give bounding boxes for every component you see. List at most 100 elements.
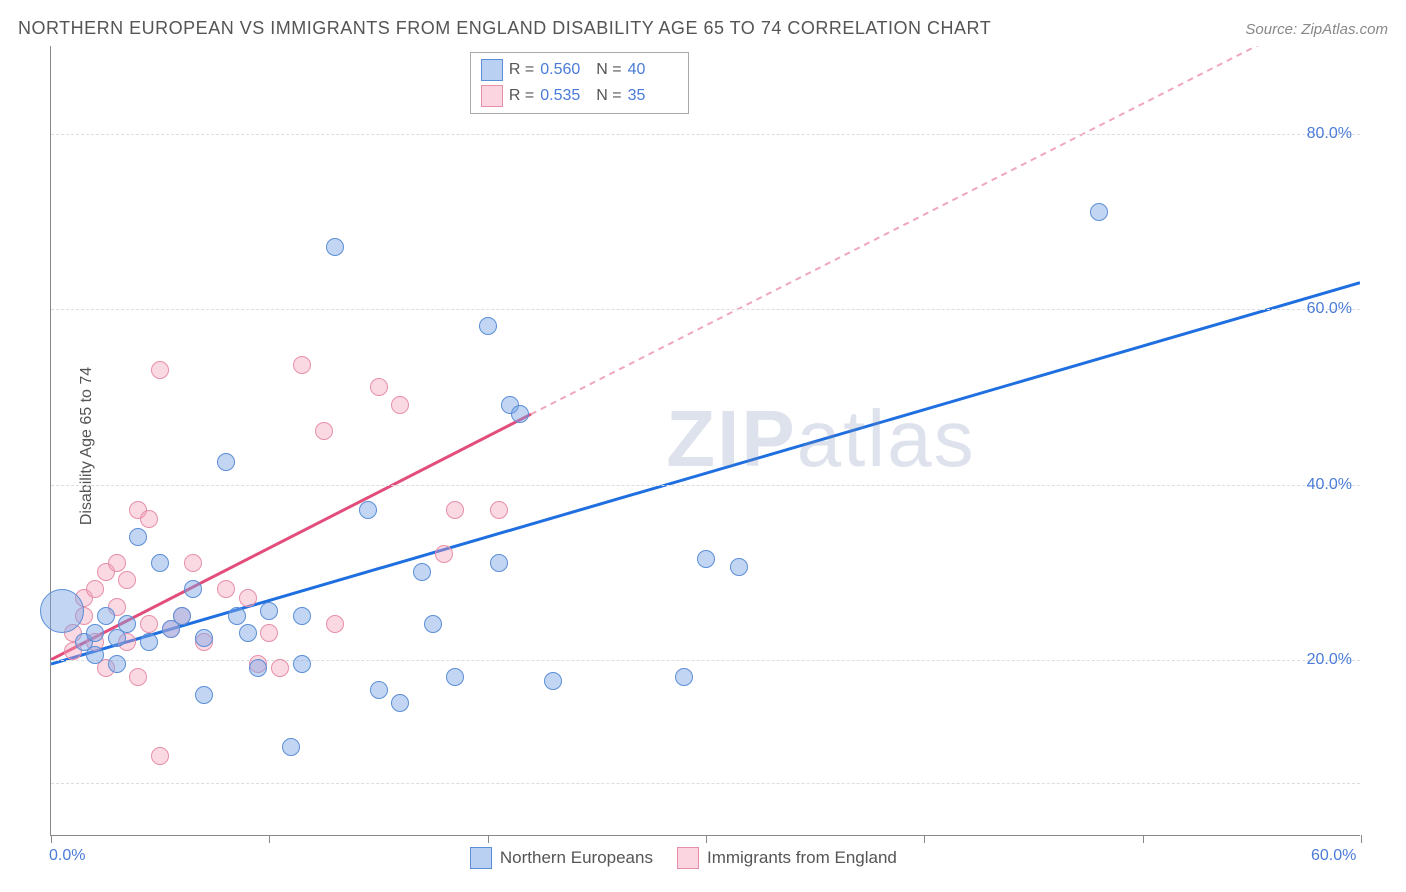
legend-label-blue: Northern Europeans — [500, 848, 653, 868]
data-point-blue — [424, 615, 442, 633]
data-point-blue — [195, 629, 213, 647]
correlation-legend: R = 0.560 N = 40 R = 0.535 N = 35 — [470, 52, 689, 114]
n-value-pink: 35 — [628, 87, 678, 105]
x-tick-label: 60.0% — [1311, 847, 1356, 865]
data-point-blue — [173, 607, 191, 625]
data-point-pink — [260, 624, 278, 642]
data-point-blue — [359, 501, 377, 519]
data-point-blue — [151, 554, 169, 572]
data-point-blue — [260, 602, 278, 620]
data-point-pink — [217, 580, 235, 598]
watermark: ZIPatlas — [666, 393, 975, 485]
data-point-pink — [184, 554, 202, 572]
data-point-pink — [326, 615, 344, 633]
data-point-blue — [239, 624, 257, 642]
data-point-blue — [140, 633, 158, 651]
source-label: Source: — [1245, 21, 1301, 38]
data-point-pink — [271, 659, 289, 677]
legend-swatch-pink-icon — [677, 847, 699, 869]
data-point-blue — [282, 738, 300, 756]
data-point-pink — [370, 378, 388, 396]
data-point-pink — [118, 571, 136, 589]
data-point-pink — [239, 589, 257, 607]
legend-row-blue: R = 0.560 N = 40 — [481, 57, 678, 83]
data-point-pink — [140, 615, 158, 633]
data-point-pink — [151, 747, 169, 765]
legend-label-pink: Immigrants from England — [707, 848, 897, 868]
data-point-pink — [435, 545, 453, 563]
legend-row-pink: R = 0.535 N = 35 — [481, 83, 678, 109]
n-label-pink: N = — [596, 87, 621, 105]
y-tick-label: 60.0% — [1307, 300, 1352, 318]
data-point-blue — [293, 607, 311, 625]
watermark-bold: ZIP — [666, 394, 796, 483]
data-point-blue — [184, 580, 202, 598]
x-tick — [924, 835, 925, 843]
x-tick — [488, 835, 489, 843]
data-point-pink — [108, 554, 126, 572]
x-tick-label: 0.0% — [49, 847, 85, 865]
y-tick-label: 20.0% — [1307, 651, 1352, 669]
trend-lines-svg — [51, 46, 1360, 835]
data-point-pink — [391, 396, 409, 414]
data-point-blue — [228, 607, 246, 625]
data-point-pink — [446, 501, 464, 519]
x-tick — [1143, 835, 1144, 843]
data-point-blue — [86, 624, 104, 642]
y-tick-label: 40.0% — [1307, 476, 1352, 494]
gridline — [51, 485, 1360, 486]
x-tick — [269, 835, 270, 843]
data-point-blue — [730, 558, 748, 576]
source-attribution: Source: ZipAtlas.com — [1245, 21, 1388, 38]
watermark-rest: atlas — [797, 394, 976, 483]
gridline — [51, 783, 1360, 784]
r-label-blue: R = — [509, 61, 534, 79]
data-point-blue — [446, 668, 464, 686]
data-point-pink — [129, 668, 147, 686]
x-tick — [1361, 835, 1362, 843]
data-point-pink — [490, 501, 508, 519]
data-point-blue — [86, 646, 104, 664]
data-point-blue — [490, 554, 508, 572]
n-label-blue: N = — [596, 61, 621, 79]
data-point-blue — [118, 615, 136, 633]
data-point-blue — [129, 528, 147, 546]
data-point-blue — [195, 686, 213, 704]
data-point-blue — [326, 238, 344, 256]
data-point-pink — [315, 422, 333, 440]
chart-title: NORTHERN EUROPEAN VS IMMIGRANTS FROM ENG… — [18, 18, 991, 39]
data-point-blue — [544, 672, 562, 690]
data-point-blue — [413, 563, 431, 581]
x-tick — [51, 835, 52, 843]
data-point-blue — [479, 317, 497, 335]
data-point-blue — [40, 589, 84, 633]
n-value-blue: 40 — [628, 61, 678, 79]
data-point-blue — [697, 550, 715, 568]
r-value-blue: 0.560 — [540, 61, 590, 79]
data-point-blue — [391, 694, 409, 712]
legend-swatch-blue-icon — [470, 847, 492, 869]
data-point-blue — [1090, 203, 1108, 221]
gridline — [51, 309, 1360, 310]
x-tick — [706, 835, 707, 843]
legend-swatch-pink — [481, 85, 503, 107]
scatter-plot-area: ZIPatlas R = 0.560 N = 40 R = 0.535 N = … — [50, 46, 1360, 836]
gridline — [51, 660, 1360, 661]
data-point-blue — [675, 668, 693, 686]
source-name: ZipAtlas.com — [1301, 21, 1388, 38]
data-point-blue — [511, 405, 529, 423]
r-label-pink: R = — [509, 87, 534, 105]
data-point-blue — [249, 659, 267, 677]
data-point-blue — [370, 681, 388, 699]
data-point-pink — [151, 361, 169, 379]
data-point-pink — [293, 356, 311, 374]
gridline — [51, 134, 1360, 135]
data-point-pink — [86, 580, 104, 598]
data-point-blue — [217, 453, 235, 471]
data-point-blue — [97, 607, 115, 625]
legend-item-blue: Northern Europeans — [470, 847, 653, 869]
legend-swatch-blue — [481, 59, 503, 81]
legend-item-pink: Immigrants from England — [677, 847, 897, 869]
r-value-pink: 0.535 — [540, 87, 590, 105]
series-legend: Northern Europeans Immigrants from Engla… — [470, 847, 897, 869]
